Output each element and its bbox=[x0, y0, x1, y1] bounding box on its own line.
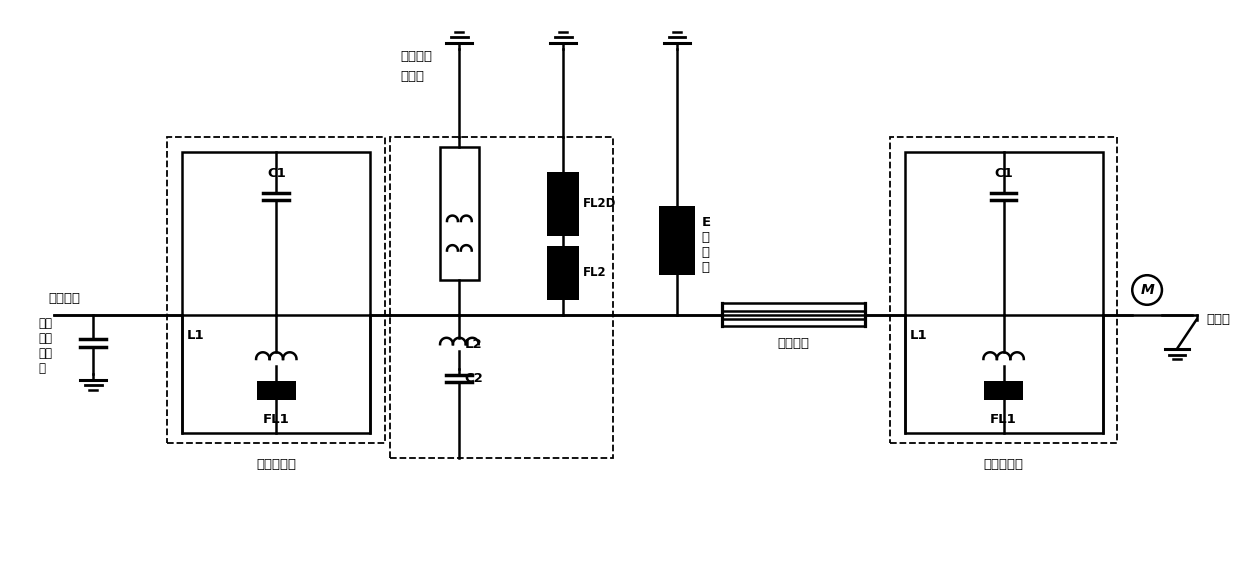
Bar bbox=[547, 172, 579, 236]
Bar bbox=[167, 137, 386, 443]
Text: FL2: FL2 bbox=[583, 266, 606, 279]
Bar bbox=[890, 137, 1117, 443]
Text: C1: C1 bbox=[994, 167, 1013, 180]
Bar bbox=[182, 152, 371, 433]
Text: 中性
母线
电容
器: 中性 母线 电容 器 bbox=[38, 317, 53, 375]
Text: FL1: FL1 bbox=[991, 413, 1017, 426]
Text: FL1: FL1 bbox=[263, 413, 290, 426]
Bar bbox=[660, 206, 694, 276]
Text: 阻断滤波器: 阻断滤波器 bbox=[983, 458, 1023, 470]
Text: FL2D: FL2D bbox=[583, 197, 616, 211]
Bar bbox=[257, 380, 296, 400]
Text: L1: L1 bbox=[910, 329, 928, 342]
Bar bbox=[547, 246, 579, 300]
Text: C1: C1 bbox=[267, 167, 285, 180]
Bar bbox=[391, 137, 613, 458]
Text: 滤波器: 滤波器 bbox=[401, 70, 424, 83]
Bar bbox=[905, 152, 1102, 433]
Bar bbox=[439, 147, 479, 280]
Text: 注流回路: 注流回路 bbox=[401, 50, 432, 63]
Text: M: M bbox=[1141, 283, 1154, 297]
Text: L2: L2 bbox=[464, 338, 482, 351]
Text: 阻断滤波器: 阻断滤波器 bbox=[257, 458, 296, 470]
Text: 接地极线: 接地极线 bbox=[777, 338, 810, 350]
Text: E
避
雷
器: E 避 雷 器 bbox=[702, 216, 711, 274]
Text: 接地极: 接地极 bbox=[1207, 313, 1230, 326]
Bar bbox=[983, 380, 1023, 400]
Text: C2: C2 bbox=[464, 372, 484, 385]
Text: L1: L1 bbox=[187, 329, 205, 342]
Text: 中性母线: 中性母线 bbox=[48, 292, 81, 304]
